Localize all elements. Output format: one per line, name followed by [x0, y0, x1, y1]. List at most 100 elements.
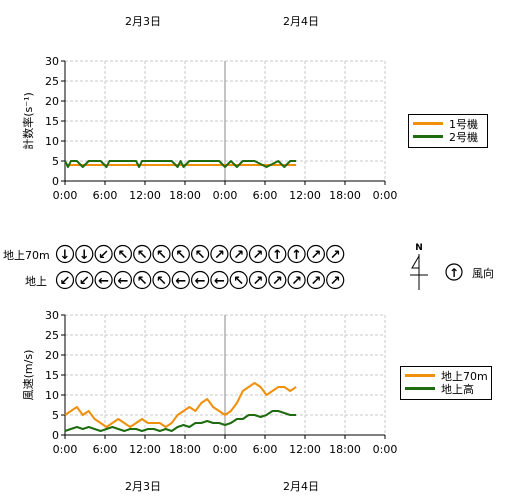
wind-arrow-icon: ↖ [152, 270, 171, 290]
wind-arrow-circle [210, 270, 229, 290]
y-tick-label: 20 [45, 349, 59, 362]
legend-label-70m: 地上70m [441, 369, 488, 383]
wind-arrow-glyph: ↖ [137, 274, 148, 289]
legend-item-ground: 地上高 [401, 382, 491, 396]
wind-arrow-icon: ← [113, 270, 133, 290]
wind-arrow-circle [94, 270, 113, 290]
wind-arrow-circle [229, 244, 248, 264]
wind-arrow-glyph: ↗ [272, 274, 283, 289]
y-tick-label: 25 [45, 75, 59, 88]
y-axis-label: 風速(m/s) [22, 350, 35, 401]
wind-arrow-icon: ↙ [75, 270, 94, 290]
wind-arrow-circle [229, 270, 248, 290]
wind-arrow-glyph: ↗ [253, 248, 264, 263]
y-tick-label: 10 [45, 135, 59, 148]
wind-arrow-icon: ↖ [133, 244, 152, 264]
wind-arrow-icon: ← [210, 270, 229, 290]
wind-arrow-icon: ↖ [191, 244, 210, 264]
legend-label-wind-direction: 風向 [472, 266, 494, 280]
wind-arrow-glyph: ↖ [156, 274, 167, 289]
date-label-top-1: 2月3日 [125, 15, 161, 28]
y-tick-label: 25 [45, 329, 59, 342]
x-tick-label: 12:00 [129, 443, 161, 456]
wind-arrow-glyph: ↑ [272, 248, 283, 263]
x-tick-label: 0:00 [213, 443, 238, 456]
wind-arrow-glyph: ↗ [330, 248, 341, 263]
wind-arrow-glyph: ↙ [98, 248, 109, 263]
wind-arrow-circle [94, 244, 113, 264]
x-tick-label: 0:00 [373, 443, 398, 456]
wind-arrow-icon: ↗ [229, 244, 248, 264]
legend-label-unit2: 2号機 [449, 130, 478, 144]
wind-arrow-circle [268, 244, 287, 264]
x-tick-label: 6:00 [253, 443, 278, 456]
x-tick-label: 18:00 [329, 189, 361, 202]
wind-arrow-circle [152, 270, 171, 290]
row-label-ground: 地上 [25, 275, 47, 288]
wind-arrow-glyph: ↖ [137, 248, 148, 263]
wind-arrow-circle [326, 244, 345, 264]
legend-item-70m: 地上70m [401, 369, 491, 383]
wind-arrow-circle [55, 244, 75, 264]
wind-arrow-icon: ↓ [75, 244, 94, 264]
wind-arrow-glyph: ← [175, 274, 186, 289]
wind-arrow-glyph: ↗ [330, 274, 341, 289]
series-line-2 [64, 410, 297, 432]
wind-arrow-icon: ↗ [210, 244, 229, 264]
wind-arrow-circle [133, 244, 152, 264]
x-tick-label: 0:00 [53, 189, 78, 202]
svg-text:N: N [415, 243, 423, 253]
x-tick-label: 18:00 [329, 443, 361, 456]
wind-arrow-glyph: ↖ [117, 248, 128, 263]
wind-arrow-circle [191, 244, 210, 264]
wind-arrow-glyph: ↖ [156, 248, 167, 263]
y-tick-label: 20 [45, 95, 59, 108]
series-line-2 [64, 160, 297, 168]
legend-label-unit1: 1号機 [449, 117, 478, 131]
y-tick-label: 15 [45, 369, 59, 382]
wind-arrow-circle [113, 244, 133, 264]
wind-arrow-icon: ↗ [287, 270, 306, 290]
wind-arrow-icon: ↗ [268, 270, 287, 290]
wind-direction-legend: ↑ 風向 [445, 263, 494, 281]
wind-arrow-glyph: ↖ [175, 248, 186, 263]
wind-arrow-glyph: ↙ [79, 274, 90, 289]
wind-arrow-circle [287, 244, 306, 264]
wind-arrow-circle [55, 270, 75, 290]
wind-arrow-icon: ↗ [248, 244, 268, 264]
wind-arrow-circle [133, 270, 152, 290]
row-label-70m: 地上70m [3, 249, 50, 262]
wind-arrow-glyph: ↖ [195, 248, 206, 263]
y-axis-label: 計数率(s⁻¹) [21, 92, 35, 150]
wind-arrow-circle [191, 270, 210, 290]
wind-arrow-glyph: ↗ [291, 274, 302, 289]
wind-arrow-glyph: ← [195, 274, 206, 289]
legend-wind-speed: 地上70m 地上高 [400, 366, 492, 400]
y-tick-label: 0 [52, 429, 59, 442]
x-tick-label: 12:00 [289, 189, 321, 202]
x-tick-label: 18:00 [169, 443, 201, 456]
legend-label-ground: 地上高 [441, 382, 474, 396]
wind-arrow-icon: ↗ [248, 270, 268, 290]
wind-arrow-icon: ↖ [133, 270, 152, 290]
wind-arrow-circle [268, 270, 287, 290]
wind-arrow-circle [248, 244, 268, 264]
wind-arrow-icon: ↙ [94, 244, 113, 264]
wind-arrow-icon: ↗ [306, 244, 325, 264]
wind-arrow-icon: ← [94, 270, 113, 290]
wind-arrow-icon: ↖ [229, 270, 248, 290]
wind-arrow-circle [287, 270, 306, 290]
x-tick-label: 18:00 [169, 189, 201, 202]
wind-arrow-icon: ↗ [326, 270, 345, 290]
date-label-bottom-1: 2月3日 [125, 480, 161, 493]
x-tick-label: 6:00 [253, 189, 278, 202]
legend-swatch-unit1 [413, 122, 443, 125]
x-tick-label: 12:00 [129, 189, 161, 202]
legend-swatch-70m [405, 374, 435, 377]
y-tick-label: 30 [45, 55, 59, 68]
wind-arrow-icon: ↖ [113, 244, 133, 264]
wind-arrow-icon: ← [171, 270, 190, 290]
wind-arrow-glyph: ↙ [60, 274, 71, 289]
